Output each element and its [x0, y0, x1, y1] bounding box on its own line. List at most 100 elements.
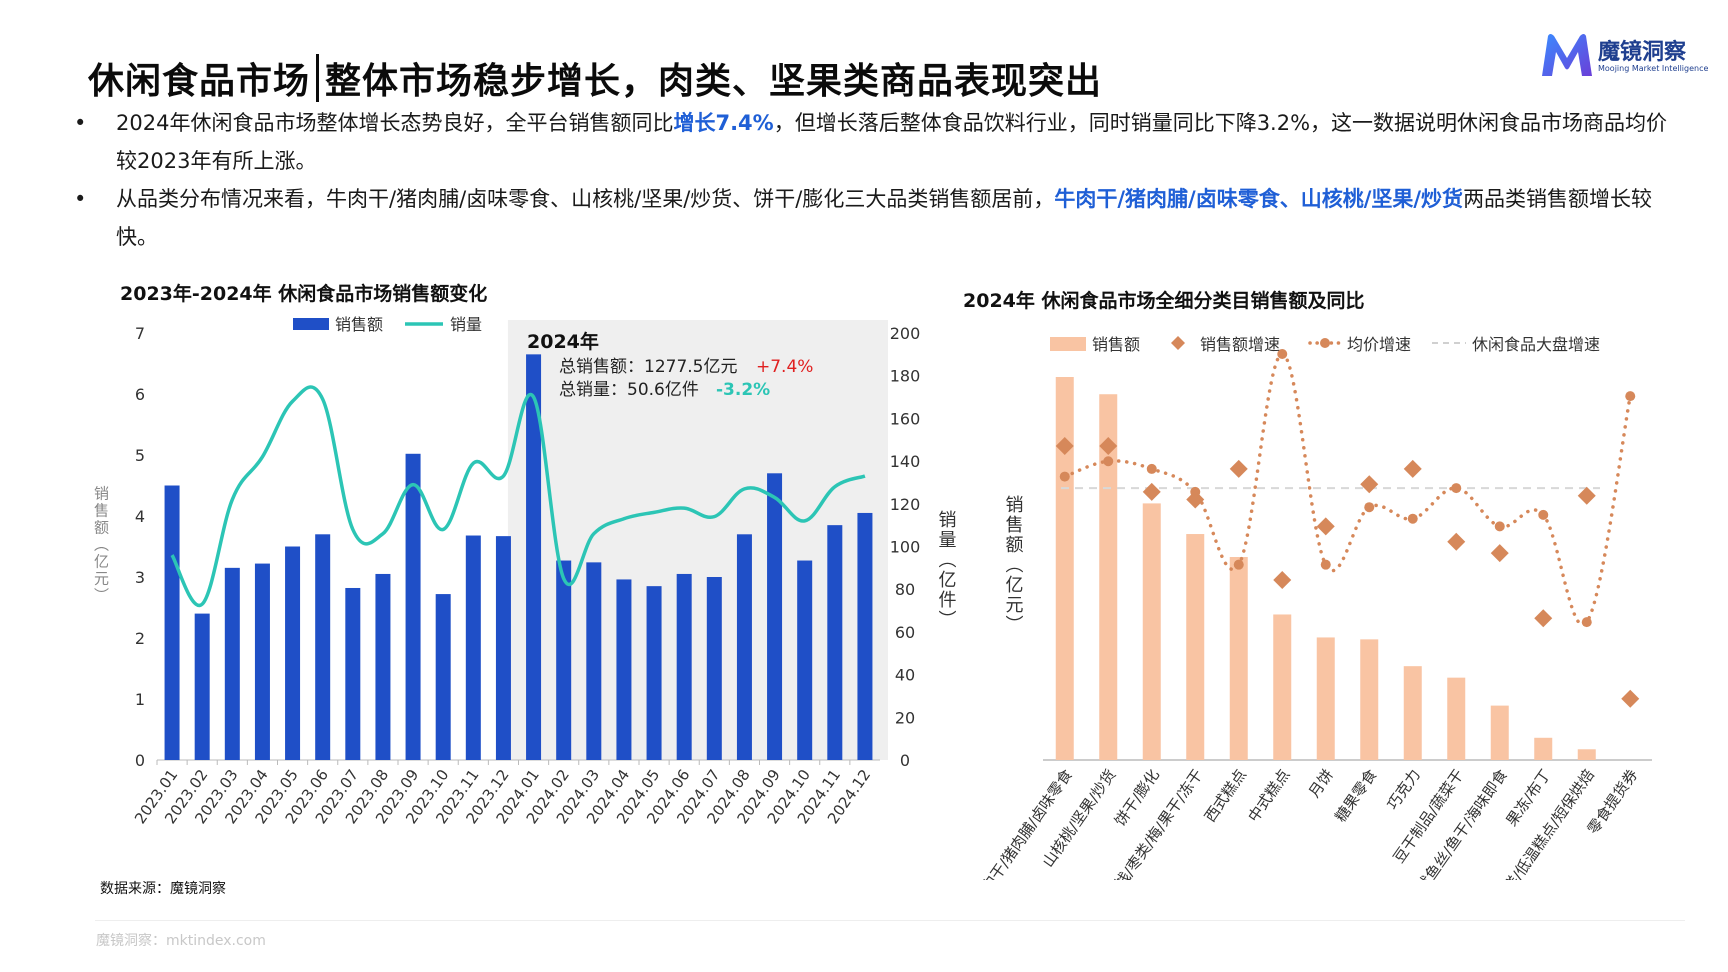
point-avg-price-growth: [1146, 463, 1157, 474]
legend-label-price-growth: 均价增速: [1347, 335, 1411, 354]
y2-tick-label: 100: [890, 538, 921, 557]
point-sales-growth: [1229, 459, 1248, 478]
x-tick-label: 月饼: [1305, 766, 1337, 801]
point-avg-price-growth: [1581, 617, 1592, 628]
title-right: 整体市场稳步增长，肉类、坚果类商品表现突出: [325, 61, 1103, 102]
legend-swatch-sales: [293, 318, 329, 330]
y-tick-label: 3: [135, 568, 145, 587]
bar-category-sales: [1360, 639, 1379, 760]
bullet-text: 两品类销售额增长较快。: [116, 187, 1653, 249]
y2-tick-label: 200: [890, 324, 921, 343]
bar-sales: [465, 535, 481, 760]
bar-sales: [164, 485, 180, 760]
point-sales-growth: [1490, 544, 1509, 563]
y2-tick-label: 60: [895, 623, 915, 642]
y2-tick-label: 180: [890, 367, 921, 386]
chart-title: 2023年-2024年 休闲食品市场销售额变化: [120, 282, 487, 305]
bar-sales: [736, 534, 752, 760]
y2-axis-label: 销量（亿件）: [936, 510, 957, 630]
bar-sales: [405, 453, 421, 760]
point-avg-price-growth: [1103, 456, 1114, 467]
category-chart: 2024年 休闲食品市场全细分类目销售额及同比 牛肉干/猪肉脯/卤味零食山核桃/…: [963, 289, 1652, 880]
point-sales-growth: [1621, 689, 1640, 708]
point-sales-growth: [1360, 475, 1379, 494]
bar-category-sales: [1055, 377, 1074, 760]
legend-swatch-price-point: [1320, 338, 1330, 348]
annotation-sales-label: 总销售额：1277.5亿元: [559, 357, 737, 377]
legend-label-market: 休闲食品大盘增速: [1472, 335, 1600, 354]
chart-title: 2024年 休闲食品市场全细分类目销售额及同比: [963, 289, 1365, 312]
bullet-highlight: 牛肉干/猪肉脯/卤味零食、山核桃/坚果/炒货: [1054, 187, 1464, 211]
bar-sales: [827, 525, 843, 760]
legend-label-volume: 销量: [450, 315, 482, 334]
x-tick-label: 中式糕点: [1244, 766, 1293, 825]
highlight-region: [507, 320, 888, 760]
footer-text: 魔镜洞察：mktindex.com: [96, 933, 266, 949]
bar-sales: [526, 354, 542, 760]
legend-label-sales: 销售额: [335, 315, 383, 334]
bar-sales: [767, 473, 783, 760]
data-source: 数据来源：魔镜洞察: [100, 881, 226, 897]
bar-sales: [285, 546, 301, 760]
point-sales-growth: [1099, 436, 1118, 455]
line-avg-price-growth: [1063, 352, 1632, 627]
title-left: 休闲食品市场: [88, 61, 311, 102]
y2-tick-label: 140: [890, 452, 921, 471]
bullet-text: ，但增长落后整体食品饮料行业，同时销量同比下降3.2%，这一数据说明休闲食品市场…: [116, 111, 1668, 173]
x-tick-label: 牛肉干/猪肉脯/卤味零食: [969, 766, 1076, 880]
bar-sales: [556, 560, 572, 760]
point-avg-price-growth: [1538, 509, 1549, 520]
bar-sales: [797, 560, 813, 760]
bar-category-sales: [1403, 666, 1422, 760]
annotation-volume-change: -3.2%: [716, 380, 770, 400]
point-avg-price-growth: [1625, 391, 1636, 402]
bar-sales: [315, 534, 331, 760]
bar-category-sales: [1490, 705, 1509, 760]
bar-sales: [375, 573, 391, 760]
page-title: 休闲食品市场 整体市场稳步增长，肉类、坚果类商品表现突出: [88, 52, 1102, 104]
y2-tick-label: 40: [895, 666, 915, 685]
logo-subtitle: Moojing Market Intelligence: [1598, 64, 1709, 73]
bullet-text: 2024年休闲食品市场整体增长态势良好，全平台销售额同比: [116, 111, 674, 135]
bar-sales: [616, 579, 632, 760]
legend-label-sales: 销售额: [1092, 335, 1140, 354]
point-sales-growth: [1316, 517, 1335, 536]
bar-category-sales: [1316, 637, 1335, 760]
logo-m-icon: [1542, 34, 1592, 76]
footer-divider: [95, 920, 1685, 921]
point-sales-growth: [1447, 532, 1466, 551]
point-avg-price-growth: [1451, 483, 1462, 494]
point-sales-growth: [1055, 436, 1074, 455]
bar-sales: [706, 577, 722, 760]
y-tick-label: 0: [135, 751, 145, 770]
point-sales-growth: [1273, 570, 1292, 589]
point-sales-growth: [1403, 459, 1422, 478]
bar-sales: [224, 567, 240, 760]
bullet-highlight: 增长7.4%: [673, 111, 774, 135]
y2-tick-label: 0: [900, 751, 910, 770]
sales-trend-chart: 2023年-2024年 休闲食品市场销售额变化 0 1 2 3 4 5 6 7 0 20 40 60 8…: [92, 282, 957, 827]
y-tick-label: 2: [135, 629, 145, 648]
point-sales-growth: [1142, 482, 1161, 501]
y-tick-label: 1: [135, 690, 145, 709]
bar-category-sales: [1186, 534, 1205, 760]
bar-category-sales: [1447, 677, 1466, 760]
bar-sales: [254, 563, 270, 760]
bar-category-sales: [1229, 557, 1248, 760]
point-sales-growth: [1577, 486, 1596, 505]
bullet-text: 从品类分布情况来看，牛肉干/猪肉脯/卤味零食、山核桃/坚果/炒货、饼干/膨化三大…: [116, 187, 1055, 211]
bar-category-sales: [1273, 614, 1292, 760]
summary-bullets: • 2024年休闲食品市场整体增长态势良好，全平台销售额同比增长7.4%，但增长落…: [72, 104, 1672, 256]
bar-sales: [586, 562, 602, 760]
bar-sales: [857, 512, 873, 760]
y-tick-label: 6: [135, 385, 145, 404]
bar-category-sales: [1577, 749, 1596, 760]
y-axis-label: 销售额（亿元）: [1003, 495, 1024, 635]
point-sales-growth: [1186, 490, 1205, 509]
x-tick-label: 糖果零食: [1331, 766, 1380, 825]
bullet-1: • 2024年休闲食品市场整体增长态势良好，全平台销售额同比增长7.4%，但增长落…: [72, 104, 1672, 180]
bullet-dot: •: [74, 111, 87, 135]
x-tick-label: 巧克力: [1383, 766, 1424, 813]
annotation-title: 2024年: [527, 330, 599, 353]
bar-category-sales: [1142, 503, 1161, 760]
